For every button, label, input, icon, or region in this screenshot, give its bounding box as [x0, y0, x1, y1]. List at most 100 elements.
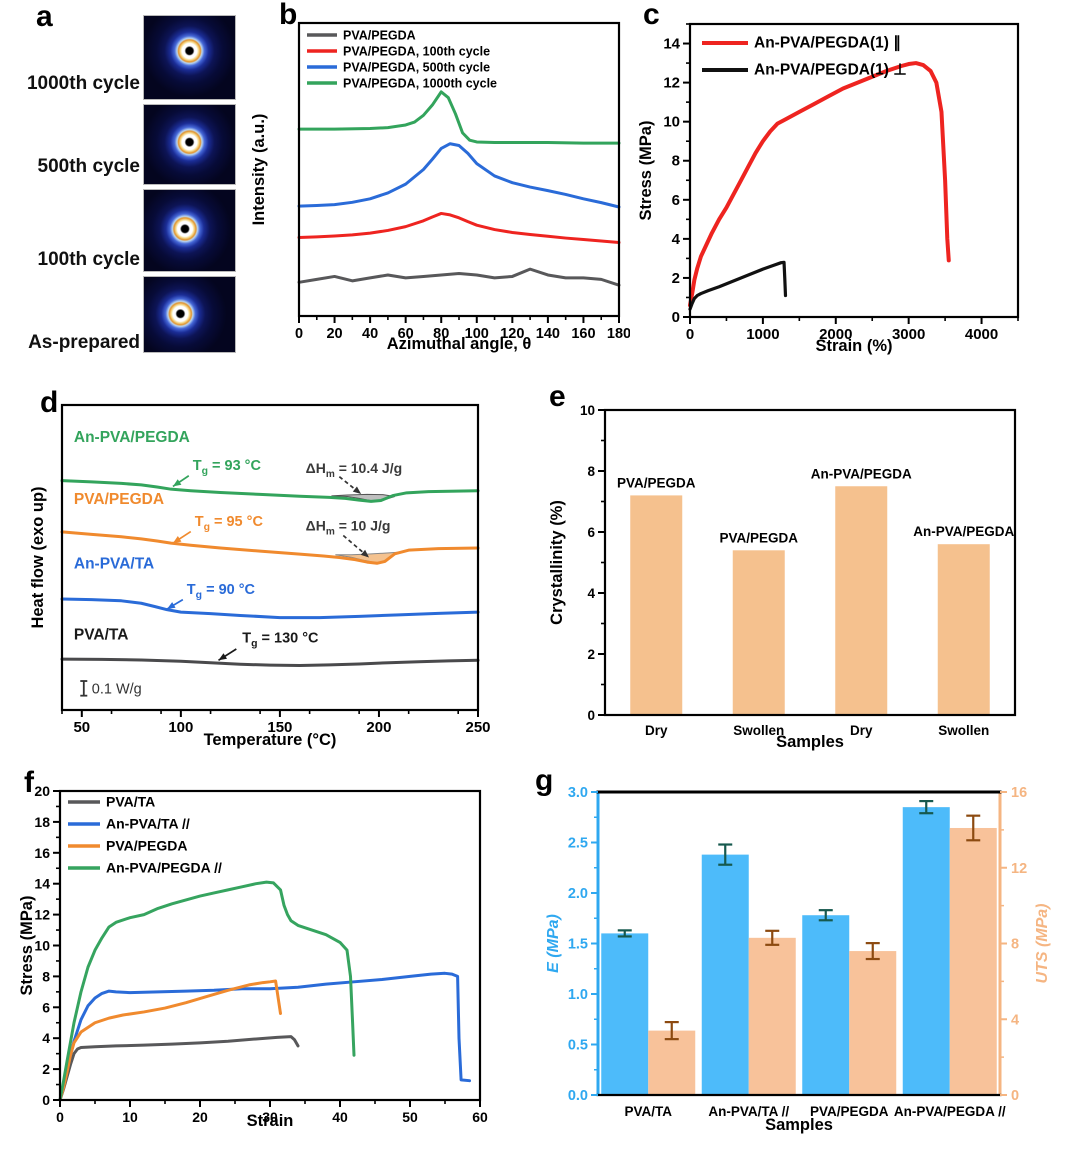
svg-text:200: 200 [366, 719, 391, 736]
cycle-label-500th: 500th cycle [37, 156, 140, 177]
svg-text:An-PVA/PEGDA //: An-PVA/PEGDA // [894, 1104, 1006, 1119]
series-an-pva-ta [60, 597, 480, 620]
svg-text:100: 100 [465, 326, 489, 342]
svg-text:4: 4 [42, 1030, 50, 1046]
svg-text:4: 4 [672, 231, 681, 248]
svg-text:2000: 2000 [819, 326, 852, 343]
svg-text:10: 10 [34, 938, 50, 954]
svg-text:2: 2 [42, 1061, 50, 1077]
svg-text:0: 0 [42, 1092, 50, 1108]
svg-text:140: 140 [536, 326, 560, 342]
bar-dry-2 [835, 486, 888, 715]
svg-text:6: 6 [672, 192, 680, 209]
svg-text:0: 0 [672, 309, 680, 326]
svg-text:Tg = 95 °C: Tg = 95 °C [195, 514, 264, 533]
saxs-image-100th-cycle [143, 189, 236, 272]
svg-text:14: 14 [34, 876, 50, 892]
svg-text:100: 100 [168, 719, 193, 736]
svg-text:PVA/TA: PVA/TA [74, 627, 129, 644]
svg-text:3000: 3000 [892, 326, 925, 343]
svg-text:20: 20 [192, 1109, 208, 1125]
panel-letter-a: a [36, 0, 53, 33]
svg-text:Intensity (a.u.): Intensity (a.u.) [250, 114, 268, 226]
svg-text:PVA/PEGDA: PVA/PEGDA [810, 1104, 889, 1119]
svg-text:An-PVA/TA //: An-PVA/TA // [106, 816, 190, 832]
svg-text:10: 10 [663, 114, 680, 131]
svg-text:Samples: Samples [776, 733, 844, 751]
svg-text:10: 10 [580, 403, 595, 418]
svg-text:40: 40 [362, 326, 378, 342]
svg-text:Strain (%): Strain (%) [815, 337, 892, 355]
svg-text:20: 20 [34, 783, 50, 799]
svg-text:180: 180 [607, 326, 630, 342]
svg-text:Stress (MPa): Stress (MPa) [637, 121, 655, 221]
svg-text:14: 14 [663, 36, 680, 53]
series-pva-pegda [60, 530, 480, 565]
bar-uts-3 [949, 827, 997, 1095]
svg-text:60: 60 [472, 1109, 488, 1125]
panel-letter-b: b [279, 0, 298, 31]
chart-e-crystallinity-bars: PVA/PEGDA Dry PVA/PEGDA Swollen An-PVA/PEGDA… [548, 403, 1017, 751]
svg-text:Tg = 90 °C: Tg = 90 °C [187, 582, 256, 601]
svg-text:An-PVA/TA: An-PVA/TA [74, 555, 154, 572]
svg-text:An-PVA/TA //: An-PVA/TA // [708, 1104, 789, 1119]
panel-letter-c: c [643, 0, 660, 31]
saxs-image-1000th-cycle [143, 15, 236, 100]
chart-d-dsc-heat-flow: 50 100 150 200 250 Temperature (°C) Heat flow … [30, 403, 490, 749]
svg-text:An-PVA/PEGDA(1) ∥: An-PVA/PEGDA(1) ∥ [754, 35, 901, 52]
series-pva-pegda-1000th-cycle [297, 90, 621, 145]
series-an-pva-pegda-1- [688, 61, 951, 308]
svg-text:0: 0 [295, 326, 303, 342]
svg-text:160: 160 [571, 326, 595, 342]
svg-text:0.0: 0.0 [568, 1088, 588, 1104]
svg-text:1000: 1000 [746, 326, 779, 343]
svg-text:PVA/TA: PVA/TA [106, 794, 155, 810]
svg-text:18: 18 [34, 814, 50, 830]
svg-text:PVA/TA: PVA/TA [624, 1104, 672, 1119]
svg-text:2: 2 [672, 270, 680, 287]
panel-letter-g: g [535, 764, 554, 797]
series-an-pva-ta- [58, 971, 471, 1102]
svg-text:Dry: Dry [645, 723, 668, 738]
svg-text:3.0: 3.0 [568, 785, 588, 801]
svg-text:An-PVA/PEGDA(1) ⊥: An-PVA/PEGDA(1) ⊥ [754, 62, 907, 79]
series-an-pva-pegda [60, 479, 480, 503]
svg-text:16: 16 [1011, 785, 1027, 801]
series-pva-ta [58, 1035, 300, 1102]
bar-e-3 [902, 807, 950, 1095]
svg-text:2.5: 2.5 [568, 836, 588, 852]
bar-e-2 [802, 915, 850, 1095]
svg-text:12: 12 [34, 907, 50, 923]
svg-text:8: 8 [587, 464, 595, 479]
svg-text:E (MPa): E (MPa) [545, 914, 562, 973]
series-an-pva-pegda-1- [688, 260, 788, 311]
svg-text:0: 0 [686, 326, 694, 343]
svg-text:40: 40 [332, 1109, 348, 1125]
svg-text:2.0: 2.0 [568, 886, 588, 902]
chart-b-azimuthal-intensity: 0 20 40 60 80 100 120 140 160 180 Azimuthal angle,… [250, 21, 630, 353]
svg-text:PVA/PEGDA, 500th cycle: PVA/PEGDA, 500th cycle [343, 61, 490, 75]
bar-uts-0 [648, 1030, 696, 1095]
svg-text:0: 0 [56, 1109, 64, 1125]
svg-text:50: 50 [73, 719, 90, 736]
svg-text:Stress (MPa): Stress (MPa) [20, 896, 36, 996]
svg-text:Samples: Samples [765, 1116, 833, 1134]
svg-text:PVA/PEGDA, 1000th cycle: PVA/PEGDA, 1000th cycle [343, 77, 497, 91]
svg-text:60: 60 [398, 326, 414, 342]
svg-text:30: 30 [262, 1109, 278, 1125]
svg-text:12: 12 [663, 75, 680, 92]
svg-text:16: 16 [34, 845, 50, 861]
svg-text:Swollen: Swollen [733, 723, 784, 738]
panel-letter-e: e [549, 380, 566, 413]
cycle-label-as-prepared: As-prepared [28, 332, 140, 353]
chart-g-modulus-uts-bars: 0.0 0.5 1.0 1.5 2.0 2.5 3.0 0 4 8 12 16 PVA/TA An-PVA… [545, 785, 1051, 1134]
svg-text:Swollen: Swollen [938, 723, 989, 738]
svg-text:0: 0 [1011, 1088, 1019, 1104]
svg-text:Temperature (°C): Temperature (°C) [204, 731, 337, 749]
svg-text:PVA/PEGDA: PVA/PEGDA [74, 491, 164, 508]
svg-text:80: 80 [433, 326, 449, 342]
chart-f-stress-strain-samples: 0 10 20 30 40 50 60 0 2 4 6 8 10 12 14 16 18 20 Strain Stre… [20, 783, 488, 1130]
svg-text:4: 4 [587, 586, 595, 601]
svg-text:Strain: Strain [247, 1112, 294, 1130]
svg-text:Tg = 130 °C: Tg = 130 °C [242, 630, 319, 649]
